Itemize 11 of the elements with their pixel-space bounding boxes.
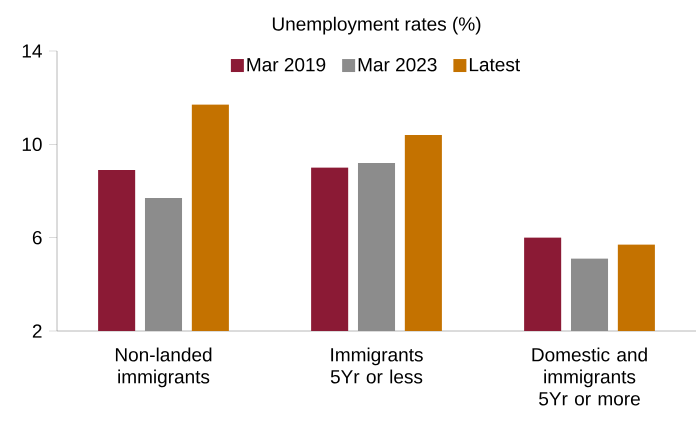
x-tick-label: Immigrants 5Yr or less (330, 348, 423, 384)
y-tick-label: 2 (32, 324, 42, 338)
y-tick-label: 14 (22, 44, 42, 58)
legend-label: Mar 2023 (358, 58, 437, 72)
x-tick-label: Non-landed immigrants (116, 348, 212, 388)
x-tick-label: Domestic and immigrants 5Yr or more (532, 348, 647, 406)
y-tick-label: 10 (22, 138, 42, 152)
legend-label: Latest (470, 58, 520, 72)
chart-title: Unemployment rates (%) (272, 16, 480, 34)
y-tick-label: 6 (32, 230, 42, 244)
legend-label: Mar 2019 (247, 58, 326, 72)
